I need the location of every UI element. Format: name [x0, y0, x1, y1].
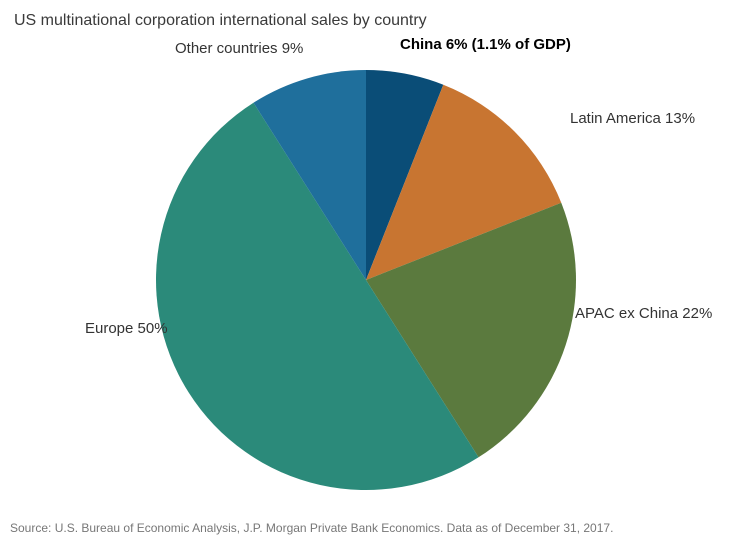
chart-container: { "chart": { "type": "pie", "title": "US…: [0, 0, 732, 545]
slice-label: Other countries 9%: [175, 40, 303, 57]
slice-label: Europe 50%: [85, 320, 168, 337]
slice-label: APAC ex China 22%: [575, 305, 712, 322]
pie-chart: [0, 0, 732, 545]
slice-label: China 6% (1.1% of GDP): [400, 36, 571, 53]
slice-label: Latin America 13%: [570, 110, 695, 127]
chart-source: Source: U.S. Bureau of Economic Analysis…: [10, 521, 613, 535]
